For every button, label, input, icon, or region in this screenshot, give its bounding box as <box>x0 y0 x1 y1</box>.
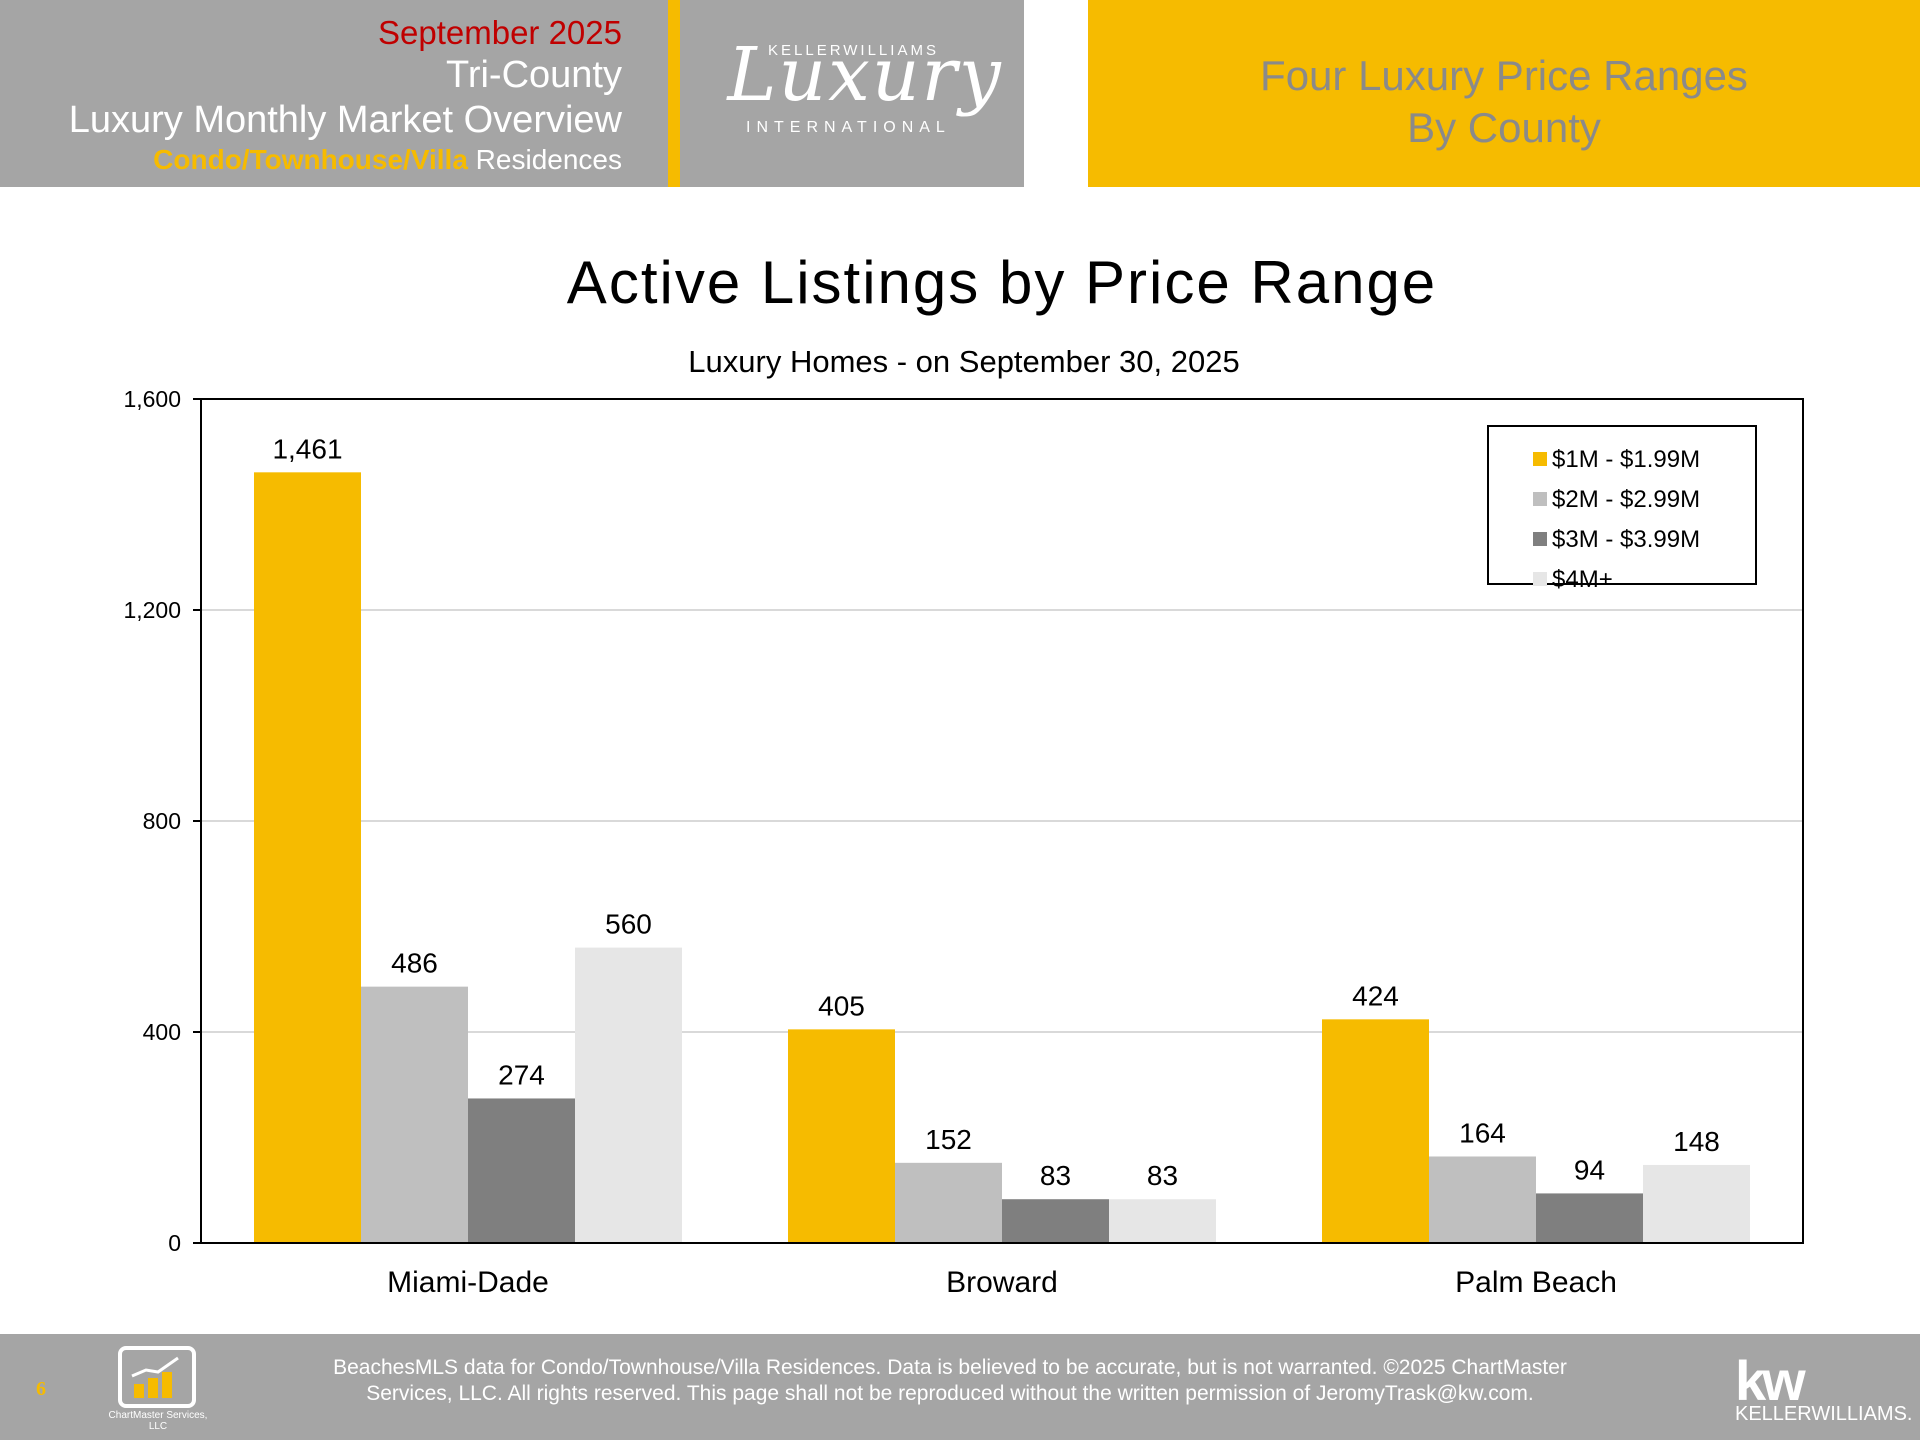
legend-swatch <box>1533 492 1547 506</box>
bar-value-label: 83 <box>1040 1160 1071 1191</box>
bar <box>1109 1199 1216 1243</box>
bar <box>1322 1019 1429 1243</box>
disclaimer-line2: Services, LLC. All rights reserved. This… <box>366 1382 1534 1405</box>
bar-value-label: 83 <box>1147 1160 1178 1191</box>
bar <box>1536 1193 1643 1243</box>
report-month: September 2025 <box>377 14 622 51</box>
section-title-line1: Four Luxury Price Ranges <box>1260 52 1748 99</box>
bar-value-label: 274 <box>498 1059 545 1090</box>
bar-value-label: 148 <box>1673 1126 1720 1157</box>
legend-swatch <box>1533 572 1547 586</box>
bar-chart: Active Listings by Price Range Luxury Ho… <box>123 249 1804 1299</box>
header-logo-panel <box>680 0 1024 187</box>
bar <box>361 986 468 1243</box>
bar <box>575 947 682 1243</box>
y-tick-label: 1,200 <box>123 597 181 623</box>
legend-swatch <box>1533 532 1547 546</box>
plot-frame <box>200 398 1804 1244</box>
y-tick-label: 800 <box>143 808 181 834</box>
kw-luxury-logo-top: KELLERWILLIAMS <box>768 42 939 59</box>
footer-bar <box>0 1334 1920 1440</box>
gridlines <box>201 609 1803 1033</box>
chart-title: Active Listings by Price Range <box>567 249 1437 316</box>
header-right-panel <box>1088 0 1920 187</box>
bars: 1,461 486 274 560 405 152 83 83 424 164 94 148 <box>254 433 1750 1243</box>
legend-label: $3M - $3.99M <box>1552 526 1700 553</box>
header-stripe <box>668 0 680 187</box>
report-title: Luxury Monthly Market Overview <box>68 99 622 141</box>
legend-label: $2M - $2.99M <box>1552 486 1700 513</box>
legend-label: $1M - $1.99M <box>1552 446 1700 473</box>
kw-wordmark: KELLERWILLIAMS. <box>1735 1403 1913 1425</box>
chart-subtitle: Luxury Homes - on September 30, 2025 <box>688 344 1239 379</box>
kw-logo: kw <box>1735 1349 1806 1412</box>
chartmaster-label: ChartMaster Services, LLC <box>108 1410 208 1432</box>
bar-value-label: 1,461 <box>272 433 342 464</box>
y-tick-label: 1,600 <box>123 386 181 412</box>
legend-label: $4M+ <box>1552 566 1613 593</box>
property-type-highlight: Condo/Townhouse/Villa <box>153 144 468 175</box>
bar <box>254 472 361 1243</box>
bar <box>1643 1164 1750 1243</box>
category-label: Miami-Dade <box>387 1266 549 1299</box>
property-type-rest: Residences <box>467 144 622 175</box>
bar-value-label: 560 <box>605 909 652 940</box>
legend: $1M - $1.99M $2M - $2.99M $3M - $3.99M $4M+ <box>1487 425 1757 593</box>
bar-value-label: 424 <box>1352 980 1399 1011</box>
bar <box>468 1098 575 1243</box>
section-title: Four Luxury Price Ranges By County <box>1088 50 1920 154</box>
bar-value-label: 486 <box>391 948 438 979</box>
disclaimer-line1: BeachesMLS data for Condo/Townhouse/Vill… <box>333 1356 1567 1379</box>
chart-icon <box>131 1356 179 1398</box>
report-region: Tri-County <box>446 54 622 96</box>
bar <box>1429 1156 1536 1243</box>
bar-value-label: 94 <box>1574 1154 1605 1185</box>
bar-value-label: 152 <box>925 1124 972 1155</box>
bar <box>1002 1199 1109 1243</box>
bar-value-label: 405 <box>818 990 865 1021</box>
section-title-line2: By County <box>1407 104 1601 151</box>
legend-box <box>1487 425 1757 585</box>
y-tick-label: 400 <box>143 1019 181 1045</box>
bar <box>788 1029 895 1243</box>
disclaimer: BeachesMLS data for Condo/Townhouse/Vill… <box>200 1355 1700 1407</box>
category-label: Palm Beach <box>1455 1266 1617 1299</box>
y-axis-labels: 0 400 800 1,200 1,600 <box>123 386 201 1256</box>
header-left-panel <box>0 0 668 187</box>
y-tick-label: 0 <box>168 1230 181 1256</box>
chartmaster-logo <box>118 1346 196 1408</box>
property-type: Condo/Townhouse/Villa Residences <box>0 144 622 176</box>
legend-swatch <box>1533 452 1547 466</box>
x-axis-labels: Miami-Dade Broward Palm Beach <box>387 1266 1617 1299</box>
bar <box>895 1162 1002 1243</box>
kw-luxury-logo-main: Luxury <box>727 32 1003 118</box>
kw-luxury-logo-bottom: INTERNATIONAL <box>746 119 951 136</box>
category-label: Broward <box>946 1266 1058 1299</box>
page-number: 6 <box>36 1378 46 1400</box>
bar-value-label: 164 <box>1459 1117 1506 1148</box>
